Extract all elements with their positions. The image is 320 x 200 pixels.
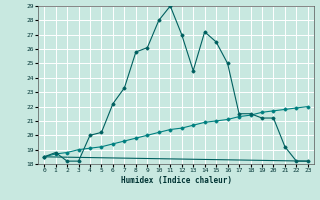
X-axis label: Humidex (Indice chaleur): Humidex (Indice chaleur) bbox=[121, 176, 231, 185]
